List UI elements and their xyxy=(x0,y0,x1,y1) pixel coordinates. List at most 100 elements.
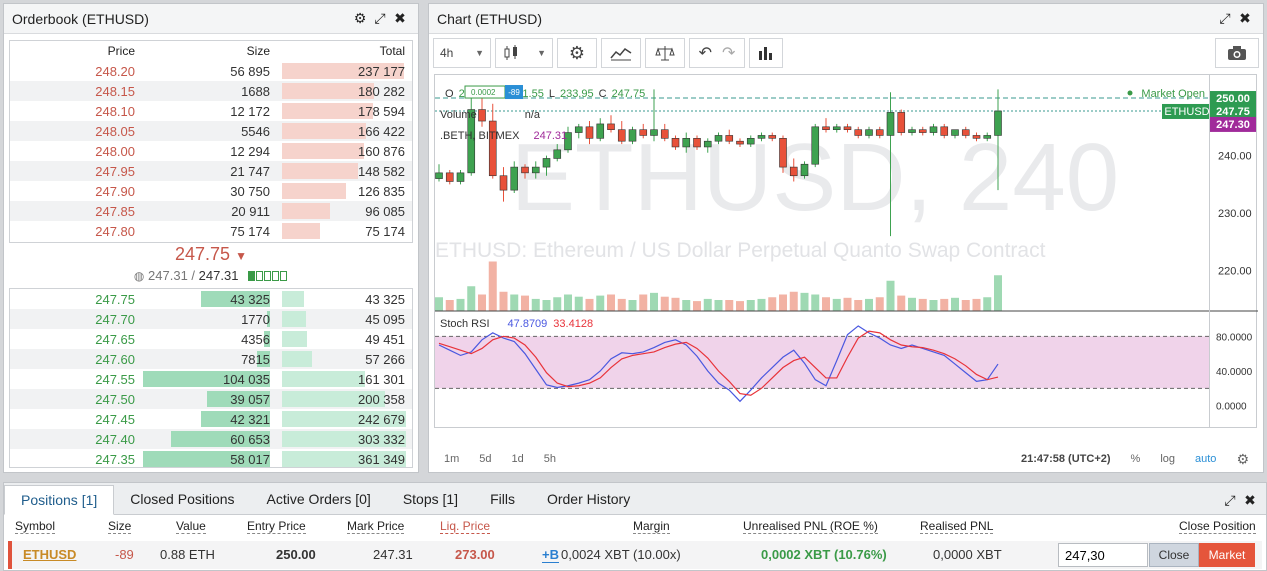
gear-icon[interactable]: ⚙ xyxy=(1236,450,1249,467)
bar-chart-icon[interactable] xyxy=(749,38,783,68)
expand-icon[interactable]: ⤢ xyxy=(1224,491,1236,508)
volume-bar xyxy=(897,295,906,311)
chart-plot-area[interactable]: ETHUSD, 240 ETHUSD: Ethereum / US Dollar … xyxy=(434,74,1212,446)
bid-row[interactable]: 247.70 1770 45 095 xyxy=(10,309,412,329)
ask-depth-bar xyxy=(282,163,358,179)
bid-row[interactable]: 247.40 60 653 303 332 xyxy=(10,429,412,449)
gear-icon[interactable]: ⚙ xyxy=(353,10,367,26)
auto-toggle[interactable]: auto xyxy=(1195,453,1217,465)
bid-size-bar xyxy=(201,291,270,307)
volume-bar xyxy=(488,261,497,311)
ask-total: 180 282 xyxy=(358,83,405,99)
add-margin-icon[interactable]: +B xyxy=(542,547,559,563)
ask-row[interactable]: 248.10 12 172 178 594 xyxy=(10,101,412,121)
tab-closed-positions[interactable]: Closed Positions xyxy=(130,491,235,507)
ask-row[interactable]: 247.85 20 911 96 085 xyxy=(10,201,412,221)
ask-total: 237 177 xyxy=(358,63,405,79)
volume-bar xyxy=(940,298,949,311)
bid-row[interactable]: 247.65 4356 49 451 xyxy=(10,329,412,349)
ask-row[interactable]: 248.05 5546 166 422 xyxy=(10,121,412,141)
price-axis[interactable]: 240.00 230.00 220.00 80.0000 40.0000 0.0000 25… xyxy=(1209,74,1258,428)
tab-positions[interactable]: Positions [1] xyxy=(4,485,115,515)
value-header[interactable]: Value xyxy=(176,519,206,534)
log-toggle[interactable]: log xyxy=(1160,453,1176,465)
tab-stops[interactable]: Stops [1] xyxy=(402,491,459,507)
interval-select[interactable]: 4h ▼ xyxy=(433,38,491,68)
redo-icon[interactable]: ↷ xyxy=(722,45,736,62)
bid-depth-bar xyxy=(282,371,366,387)
ask-row[interactable]: 247.95 21 747 148 582 xyxy=(10,161,412,181)
bid-row[interactable]: 247.45 42 321 242 679 xyxy=(10,409,412,429)
close-button[interactable]: Close xyxy=(1149,543,1199,567)
chart-type-select[interactable]: ▼ xyxy=(495,38,553,68)
ask-row[interactable]: 247.80 75 174 75 174 xyxy=(10,221,412,241)
position-size-badge[interactable] xyxy=(505,85,523,100)
candle xyxy=(703,138,712,153)
indicators-icon[interactable] xyxy=(601,38,641,68)
price-tick-label: 240.00 xyxy=(1218,151,1252,163)
tab-fills[interactable]: Fills xyxy=(490,491,515,507)
volume-bar xyxy=(994,275,1002,311)
close-icon[interactable]: ✖ xyxy=(1239,10,1251,26)
bid-depth-bar xyxy=(282,291,305,307)
range-1m[interactable]: 1m xyxy=(444,453,460,465)
margin-header[interactable]: Margin xyxy=(633,519,670,534)
tab-order-history[interactable]: Order History xyxy=(546,491,631,507)
bid-row[interactable]: 247.50 39 057 200 358 xyxy=(10,389,412,409)
camera-icon[interactable] xyxy=(1215,38,1259,68)
ask-row[interactable]: 248.00 12 294 160 876 xyxy=(10,141,412,161)
range-5h[interactable]: 5h xyxy=(543,453,557,465)
ask-row[interactable]: 247.90 30 750 126 835 xyxy=(10,181,412,201)
range-5d[interactable]: 5d xyxy=(479,453,492,465)
close-position-header[interactable]: Close Position xyxy=(1179,519,1256,534)
compare-scale-icon[interactable] xyxy=(645,38,685,68)
bid-size-bar xyxy=(257,351,270,367)
bid-total: 45 095 xyxy=(365,311,405,327)
bid-size: 104 035 xyxy=(223,371,270,387)
candle xyxy=(499,167,508,202)
candle xyxy=(908,126,916,136)
position-margin: 0,0024 XBT (10.00x) xyxy=(561,547,681,562)
close-icon[interactable]: ✖ xyxy=(1244,491,1256,508)
mark-price-header[interactable]: Mark Price xyxy=(347,519,405,534)
close-icon[interactable]: ✖ xyxy=(394,10,406,26)
unrealised-pnl-header[interactable]: Unrealised PNL (ROE %) xyxy=(743,519,878,534)
expand-icon[interactable]: ⤢ xyxy=(1219,10,1231,26)
ask-depth-bar xyxy=(282,83,374,99)
range-1d[interactable]: 1d xyxy=(511,453,524,465)
ask-row[interactable]: 248.20 56 895 237 177 xyxy=(10,61,412,81)
stoch-k-value: 47.8709 xyxy=(508,318,548,330)
undo-icon[interactable]: ↶ xyxy=(698,45,712,62)
bid-price: 247.35 xyxy=(95,451,135,467)
symbol-header[interactable]: Symbol xyxy=(15,519,56,534)
realised-pnl-header[interactable]: Realised PNL xyxy=(920,519,994,534)
volume-bar xyxy=(607,294,615,311)
percent-toggle[interactable]: % xyxy=(1130,453,1141,465)
position-symbol[interactable]: ETHUSD xyxy=(23,547,77,562)
expand-icon[interactable]: ⤢ xyxy=(374,10,386,26)
candle xyxy=(650,89,658,142)
settings-icon[interactable]: ⚙ xyxy=(557,38,597,68)
entry-price-header[interactable]: Entry Price xyxy=(247,519,306,534)
liq-price-header[interactable]: Liq. Price xyxy=(440,519,491,534)
bid-row[interactable]: 247.35 58 017 361 349 xyxy=(10,449,412,469)
volume-bar xyxy=(617,298,626,311)
bid-row[interactable]: 247.60 7815 57 266 xyxy=(10,349,412,369)
close-price-input[interactable] xyxy=(1058,543,1148,567)
position-realised-pnl: 0,0000 XBT xyxy=(933,547,1002,562)
candle xyxy=(811,123,820,168)
price-axis-scale: 240.00 230.00 220.00 80.0000 40.0000 0.0000 25… xyxy=(1210,91,1258,413)
market-close-button[interactable]: Market xyxy=(1199,543,1255,567)
undo-redo-group: ↶ ↷ xyxy=(689,38,745,68)
bid-rows: 247.75 43 325 43 325 247.70 1770 45 095 247.65… xyxy=(10,289,412,469)
ask-row[interactable]: 248.15 1688 180 282 xyxy=(10,81,412,101)
bid-price: 247.45 xyxy=(95,411,135,427)
candle xyxy=(918,126,927,136)
bid-row[interactable]: 247.75 43 325 43 325 xyxy=(10,289,412,309)
size-header[interactable]: Size xyxy=(108,519,132,534)
tab-active-orders[interactable]: Active Orders [0] xyxy=(266,491,371,507)
bid-row[interactable]: 247.55 104 035 161 301 xyxy=(10,369,412,389)
candle xyxy=(854,126,863,139)
bid-total: 43 325 xyxy=(365,291,405,307)
